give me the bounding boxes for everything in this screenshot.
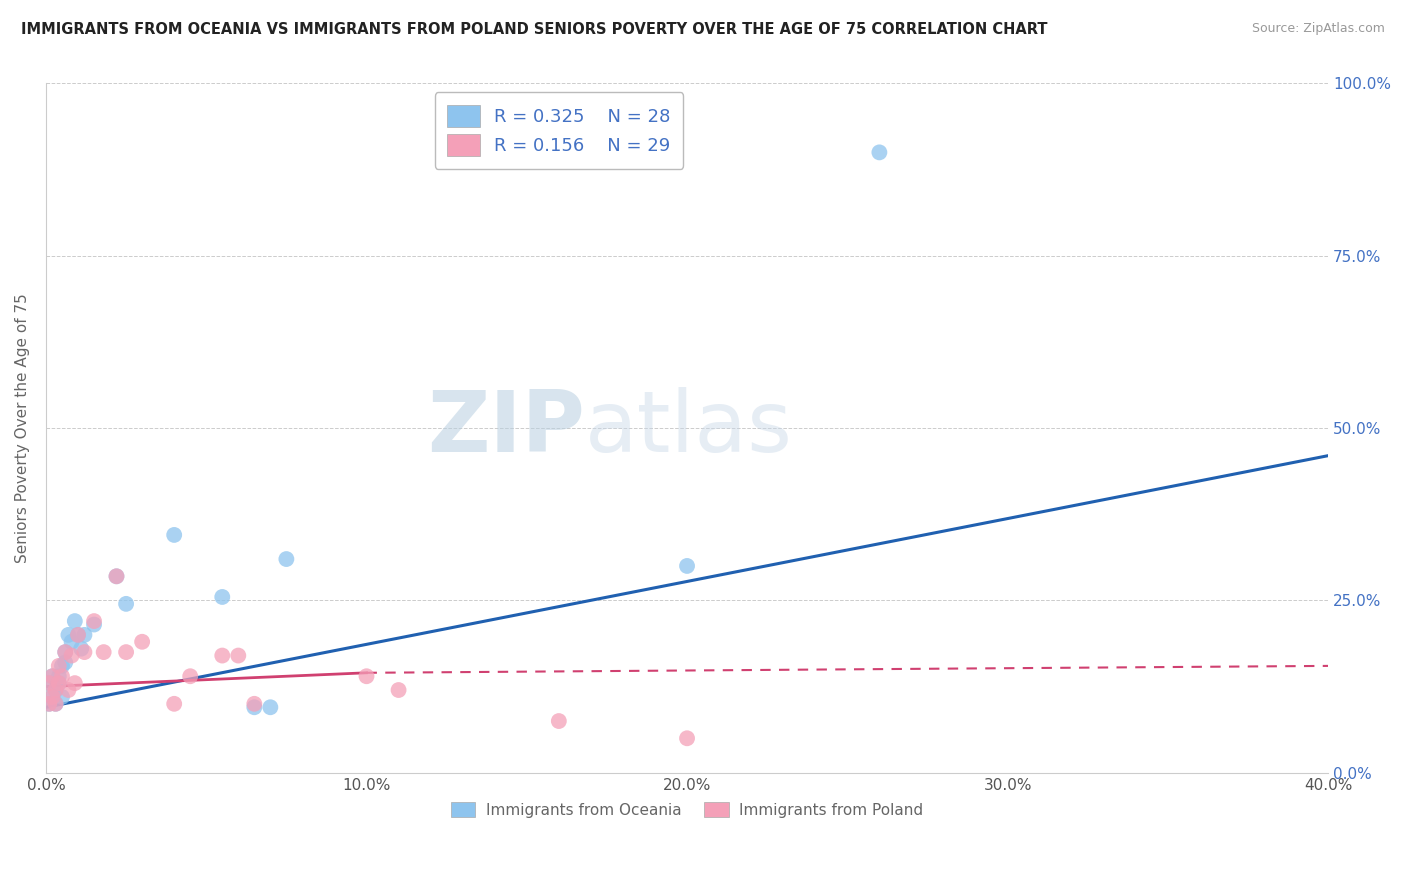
Point: [356, 669, 378, 683]
Point: [70, 641, 93, 656]
Point: [45, 697, 67, 711]
Point: [243, 697, 266, 711]
Point: [48, 676, 70, 690]
Point: [45, 697, 67, 711]
Point: [73, 645, 96, 659]
Point: [676, 558, 699, 573]
Point: [105, 569, 128, 583]
Point: [63, 614, 86, 628]
Point: [51, 669, 73, 683]
Point: [83, 614, 105, 628]
Point: [73, 628, 96, 642]
Point: [83, 617, 105, 632]
Point: [38, 697, 60, 711]
Point: [53, 645, 76, 659]
Point: [163, 528, 186, 542]
Point: [48, 676, 70, 690]
Point: [547, 714, 569, 728]
Y-axis label: Seniors Poverty Over the Age of 75: Seniors Poverty Over the Age of 75: [15, 293, 30, 563]
Point: [60, 634, 83, 648]
Point: [53, 656, 76, 670]
Point: [53, 645, 76, 659]
Point: [211, 648, 233, 663]
Point: [163, 697, 186, 711]
Point: [676, 731, 699, 746]
Point: [243, 700, 266, 714]
Text: Source: ZipAtlas.com: Source: ZipAtlas.com: [1251, 22, 1385, 36]
Point: [868, 145, 890, 160]
Point: [45, 683, 67, 698]
Point: [387, 683, 409, 698]
Point: [226, 648, 249, 663]
Point: [276, 552, 298, 566]
Point: [60, 648, 83, 663]
Point: [66, 628, 89, 642]
Text: ZIP: ZIP: [427, 386, 585, 469]
Point: [259, 700, 281, 714]
Legend: Immigrants from Oceania, Immigrants from Poland: Immigrants from Oceania, Immigrants from…: [444, 796, 929, 823]
Text: IMMIGRANTS FROM OCEANIA VS IMMIGRANTS FROM POLAND SENIORS POVERTY OVER THE AGE O: IMMIGRANTS FROM OCEANIA VS IMMIGRANTS FR…: [21, 22, 1047, 37]
Point: [51, 690, 73, 704]
Point: [58, 628, 80, 642]
Point: [38, 697, 60, 711]
Point: [63, 676, 86, 690]
Point: [45, 683, 67, 698]
Point: [38, 676, 60, 690]
Point: [115, 645, 138, 659]
Point: [51, 659, 73, 673]
Point: [41, 669, 63, 683]
Point: [41, 690, 63, 704]
Point: [38, 676, 60, 690]
Point: [105, 569, 128, 583]
Point: [66, 628, 89, 642]
Point: [58, 683, 80, 698]
Point: [41, 669, 63, 683]
Text: atlas: atlas: [585, 386, 793, 469]
Point: [179, 669, 201, 683]
Point: [211, 590, 233, 604]
Point: [41, 690, 63, 704]
Point: [93, 645, 115, 659]
Point: [48, 659, 70, 673]
Point: [48, 669, 70, 683]
Point: [131, 634, 153, 648]
Point: [115, 597, 138, 611]
